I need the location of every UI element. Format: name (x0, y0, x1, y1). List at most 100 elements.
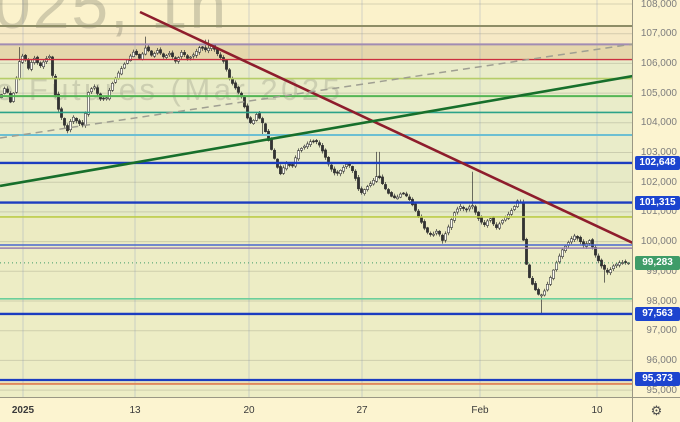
candle-body (42, 61, 45, 68)
candle-body (591, 239, 594, 248)
axis-settings-button[interactable]: ⚙ (632, 397, 680, 422)
gear-icon: ⚙ (650, 402, 663, 418)
candle-body (336, 171, 339, 174)
price-axis-label: 107,000 (640, 28, 677, 40)
price-band (0, 25, 632, 45)
candle-body (483, 222, 486, 225)
candle-body (165, 55, 168, 58)
candle-body (393, 195, 396, 199)
candle-body (471, 205, 474, 208)
price-level-badge: 101,315 (635, 195, 680, 210)
time-axis[interactable]: 2025 13 20 27 Feb 10 (0, 397, 632, 422)
candle-body (162, 53, 165, 58)
candle-body (378, 175, 381, 179)
price-axis-label: 103,000 (640, 147, 677, 158)
candle-body (402, 192, 405, 195)
candle-body (54, 75, 57, 96)
trendline[interactable] (0, 74, 632, 188)
candle-body (399, 193, 402, 198)
candle-body (438, 230, 441, 235)
candle-body (609, 269, 612, 274)
candle-body (150, 50, 153, 56)
candle-body (3, 88, 6, 94)
candle-body (153, 53, 156, 57)
candle-body (576, 236, 579, 239)
candle-body (549, 277, 552, 285)
candle-body (120, 68, 123, 75)
candle-body (480, 217, 483, 223)
chart-canvas[interactable]: 025, 1h e Futures (Mar 2025 (0, 0, 632, 397)
candle-body (81, 122, 84, 126)
candle-body (390, 192, 393, 197)
candle-body (309, 141, 312, 146)
candle-body (423, 221, 426, 229)
candle-body (297, 150, 300, 160)
candle-body (339, 170, 342, 175)
candle-body (198, 47, 201, 53)
candle-body (468, 206, 471, 210)
candle-body (261, 118, 264, 124)
candle-body (105, 97, 108, 100)
price-axis-label: 105,000 (640, 87, 677, 99)
candle-body (111, 83, 114, 91)
candle-body (156, 50, 159, 54)
candle-body (528, 264, 531, 278)
candle-body (186, 55, 189, 59)
price-axis-label: 96,000 (646, 354, 677, 366)
price-axis-label: 102,000 (640, 176, 677, 188)
candle-body (363, 189, 366, 194)
candle-body (255, 114, 258, 121)
candle-body (618, 262, 621, 266)
trendline[interactable] (139, 10, 632, 244)
time-axis-label: Feb (471, 405, 489, 416)
candle-body (342, 167, 345, 172)
candle-body (132, 51, 135, 57)
candle-body (513, 206, 516, 210)
candle-body (447, 226, 450, 234)
candle-body (312, 140, 315, 143)
time-axis-label: 20 (243, 405, 255, 416)
candle-body (552, 269, 555, 279)
price-level-badge: 95,373 (635, 372, 680, 387)
candle-body (237, 86, 240, 93)
dashed-trendline[interactable] (0, 43, 632, 139)
candle-body (129, 55, 132, 62)
candle-body (6, 88, 9, 93)
candle-body (303, 145, 306, 148)
candle-body (573, 235, 576, 240)
price-axis-label: 101,000 (640, 206, 677, 218)
candle-body (87, 92, 90, 115)
candle-body (621, 262, 624, 264)
candle-body (201, 46, 204, 49)
candle-body (291, 164, 294, 167)
price-axis-label: 106,000 (640, 57, 677, 69)
candle-body (72, 116, 75, 122)
candle-body (90, 88, 93, 93)
time-axis-label: 27 (356, 405, 368, 416)
candle-body (84, 113, 87, 126)
candle-body (345, 164, 348, 167)
candle-body (48, 56, 51, 58)
time-axis-label: 13 (129, 405, 141, 416)
price-level-badge: 97,563 (635, 306, 680, 321)
candle-body (543, 290, 546, 296)
candle-body (369, 183, 372, 186)
price-axis[interactable]: 108,000 107,000 106,000 105,000 104,000 103,0… (632, 0, 680, 397)
candle-body (27, 59, 30, 69)
candle-body (375, 176, 378, 182)
candle-body (75, 117, 78, 122)
candle-body (570, 238, 573, 243)
candle-body (252, 120, 255, 124)
candle-body (387, 189, 390, 194)
candle-body (555, 262, 558, 271)
candle-body (18, 61, 21, 80)
candle-body (516, 200, 519, 208)
candle-body (624, 261, 627, 263)
candle-body (126, 59, 129, 64)
candle-body (492, 217, 495, 225)
candle-body (315, 140, 318, 143)
candle-body (138, 53, 141, 59)
candle-body (78, 120, 81, 124)
price-level-badge: 102,648 (635, 155, 680, 170)
candle-body (366, 186, 369, 190)
